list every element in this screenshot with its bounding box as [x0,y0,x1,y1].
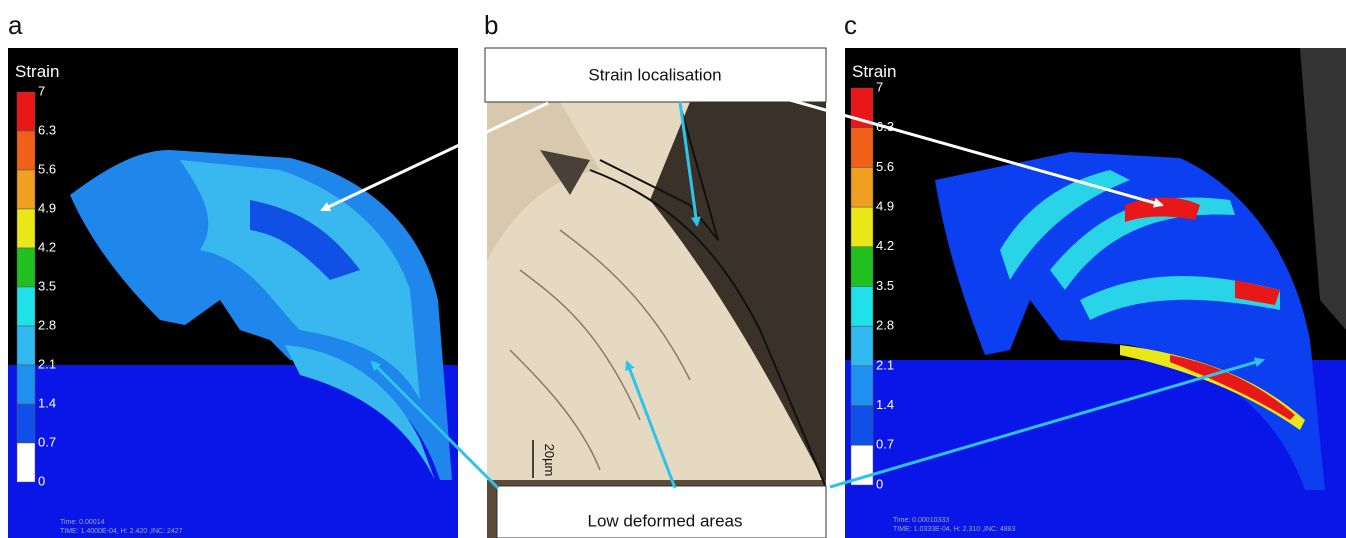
legend-tick-label: 4.2 [876,238,894,253]
panel-label: c [844,10,857,40]
legend-tick-label: 2.1 [876,357,894,372]
colorbar-segment [16,442,36,483]
colorbar-segment [850,167,874,208]
colorbar-segment [16,325,36,366]
arrows [320,98,1265,490]
footer-text: TIME: 1.4000E-04, H: 2.420 ,INC: 2427 [60,528,183,535]
footer-text: TIME: 1.0333E-04, H: 2.310 ,INC: 4883 [893,526,1016,533]
panel-label: a [8,10,23,40]
colorbar-segment [16,208,36,249]
legend-tick-label: 7 [38,83,45,98]
colorbar: 76.35.64.94.23.52.82.11.40.70 [850,79,894,491]
legend-tick-label: 4.2 [38,239,56,254]
colorbar-segment [16,247,36,288]
panel-b-image [487,48,826,538]
colorbar-segment [16,364,36,405]
panel-c-image [845,48,1346,538]
colorbar-segment [16,130,36,171]
legend-tick-label: 5.6 [876,159,894,174]
legend-title: Strain [15,62,59,81]
legend-tick-label: 4.9 [38,200,56,215]
colorbar-segment [850,206,874,248]
legend-tick-label: 0 [38,473,45,488]
legend-tick-label: 5.6 [38,161,56,176]
colorbar-segment [850,365,874,406]
legend-tick-label: 7 [876,79,883,94]
legend-tick-label: 1.4 [876,397,894,412]
colorbar-segment [850,246,874,287]
legend-tick-label: 2.1 [38,356,56,371]
legend-tick-label: 0.7 [38,434,56,449]
legend-tick-label: 3.5 [876,278,894,293]
legend-tick-label: 0.7 [876,437,894,452]
legend-tick-label: 1.4 [38,395,56,410]
colorbar-segment [850,405,874,446]
colorbar-segment [850,127,874,168]
colorbar-segment [16,91,36,132]
legend-tick-label: 0 [876,476,883,491]
colorbar-segment [850,325,874,367]
panel-label: b [484,10,498,40]
legend-tick-label: 4.9 [876,199,894,214]
callout-text: Low deformed areas [588,511,743,530]
colorbar-segment [850,286,874,327]
callout-box [484,47,827,103]
colorbar-segment [16,403,36,444]
colorbar: 7 6.3 5.6 4.9 4.2 3.5 2.8 2.1 1.4 0.7 0 [16,83,56,488]
footer-text: Time: 0.00010333 [893,517,949,524]
legend-tick-label: 2.8 [38,317,56,332]
colorbar-segment [16,169,36,210]
panel-a-image [8,48,458,538]
scale-bar-label: 20µm [542,444,557,477]
callout-text: Strain localisation [588,65,721,84]
colorbar-segment [16,286,36,327]
legend-tick-label: 3.5 [38,278,56,293]
callout-box [496,485,827,538]
legend-title: Strain [852,62,896,81]
footer-text: Time: 0.00014 [60,519,105,526]
legend-tick-label: 2.8 [876,318,894,333]
legend-tick-label: 6.3 [38,122,56,137]
